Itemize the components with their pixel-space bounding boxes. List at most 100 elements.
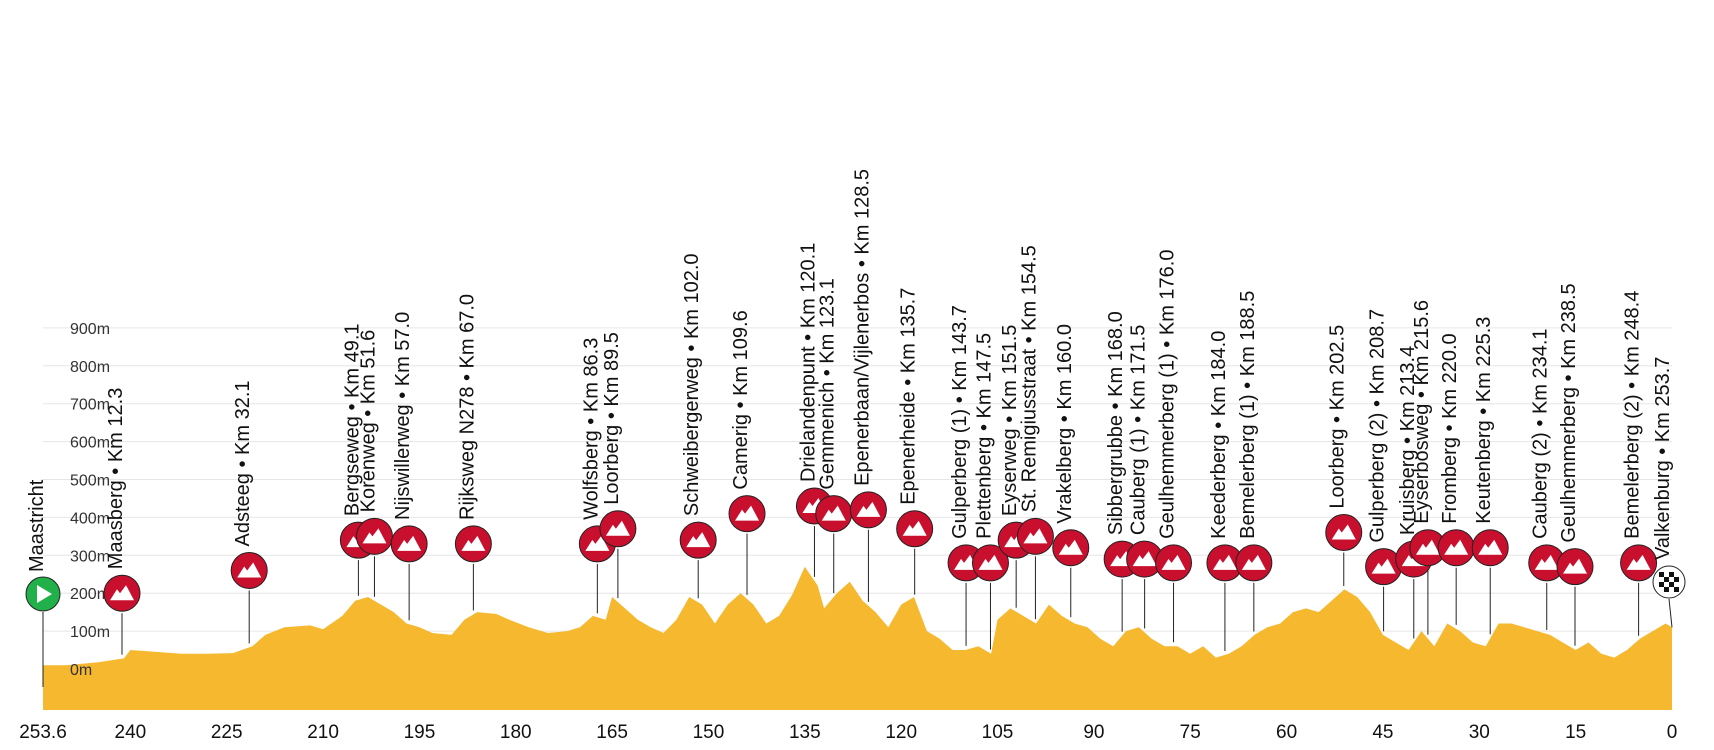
climb-label: Schweibergerweg • Km 102.0 bbox=[681, 253, 703, 516]
finish-marker: Valkenburg • Km 253.7 bbox=[1652, 357, 1686, 599]
climb-label: Loorberg • Km 89.5 bbox=[601, 332, 623, 505]
climb-marker: Maasberg • Km 12.3 bbox=[103, 388, 141, 612]
mountain-icon bbox=[1626, 554, 1651, 570]
y-axis-labels: 0m 100m 200m 300m 400m 500m 600m 700m 800m 900m bbox=[70, 321, 110, 679]
checker-square bbox=[1659, 572, 1664, 577]
checker-square bbox=[1669, 572, 1674, 577]
climb-label: Rijksweg N278 • Km 67.0 bbox=[456, 294, 478, 520]
climb-marker: Cauberg (2) • Km 234.1 bbox=[1528, 328, 1566, 582]
finish-label: Valkenburg • Km 253.7 bbox=[1652, 357, 1674, 560]
x-tick-label: 225 bbox=[211, 722, 243, 743]
climb-marker: Korenweg • Km 51.6 bbox=[355, 330, 393, 555]
checker-square bbox=[1659, 582, 1664, 587]
climb-label: St. Remigiusstraat • Km 154.5 bbox=[1018, 245, 1040, 512]
y-tick-label: 800m bbox=[70, 359, 110, 376]
y-tick-label: 600m bbox=[70, 435, 110, 452]
mountain-icon bbox=[461, 535, 486, 551]
mountain-icon bbox=[686, 532, 711, 548]
mountain-icon bbox=[856, 501, 881, 517]
y-tick-label: 0m bbox=[70, 662, 92, 679]
climb-label: Epenerbaan/Vijlenerbos • Km 128.5 bbox=[851, 169, 873, 486]
mountain-icon bbox=[735, 505, 760, 521]
climb-label: Nijswillerweg • Km 57.0 bbox=[392, 312, 414, 520]
climb-label: Bemelerberg (1) • Km 188.5 bbox=[1237, 291, 1259, 539]
y-tick-label: 900m bbox=[70, 321, 110, 338]
climb-markers: Maasberg • Km 12.3 Adsteeg • Km 32.1 Bergs… bbox=[25, 169, 1686, 612]
start-label: Maastricht bbox=[26, 479, 48, 572]
climb-marker: Geulhemmerberg (1) • Km 176.0 bbox=[1155, 250, 1193, 582]
climb-label: Drielandenpunt • Km 120.1 bbox=[797, 243, 819, 482]
climb-marker: Keederberg • Km 184.0 bbox=[1206, 331, 1244, 582]
climb-marker: Epenerheide • Km 135.7 bbox=[896, 288, 934, 548]
climb-label: Fromberg • Km 220.0 bbox=[1439, 333, 1461, 523]
x-tick-label: 105 bbox=[982, 722, 1014, 743]
mountain-icon bbox=[1161, 554, 1186, 570]
climb-label: Bemelerberg (2) • Km 248.4 bbox=[1622, 291, 1644, 539]
x-tick-label: 195 bbox=[404, 722, 436, 743]
mountain-icon bbox=[1534, 554, 1559, 570]
climb-label: Geulhemmerberg (1) • Km 176.0 bbox=[1157, 250, 1179, 539]
x-axis-labels: 253.6 240 225 210 195 180 165 150 135 120 105 90 75 6… bbox=[19, 722, 1677, 743]
mountain-icon bbox=[605, 520, 630, 536]
mountain-icon bbox=[397, 535, 422, 551]
climb-marker: Cauberg (1) • Km 171.5 bbox=[1126, 325, 1164, 578]
climb-marker: Gemmenich • Km 123.1 bbox=[815, 278, 853, 533]
mountain-icon bbox=[1415, 539, 1440, 555]
climb-marker: Fromberg • Km 220.0 bbox=[1437, 333, 1475, 567]
climb-label: Keutenberg • Km 225.3 bbox=[1473, 317, 1495, 524]
profile-area bbox=[43, 566, 1672, 710]
climb-label: Gemmenich • Km 123.1 bbox=[817, 278, 839, 490]
x-tick-label: 90 bbox=[1083, 722, 1104, 743]
climb-marker: Bemelerberg (2) • Km 248.4 bbox=[1620, 291, 1658, 582]
climb-marker: St. Remigiusstraat • Km 154.5 bbox=[1016, 245, 1054, 555]
climb-marker: Vrakelberg • Km 160.0 bbox=[1052, 324, 1090, 567]
y-tick-label: 400m bbox=[70, 510, 110, 527]
y-tick-label: 200m bbox=[70, 586, 110, 603]
checker-square bbox=[1674, 577, 1679, 582]
climb-marker: Plettenberg • Km 147.5 bbox=[971, 333, 1009, 582]
climb-marker: Geulhemmerberg • Km 238.5 bbox=[1556, 283, 1594, 586]
x-tick-label: 240 bbox=[115, 722, 147, 743]
mountain-icon bbox=[978, 554, 1003, 570]
mountain-icon bbox=[237, 562, 262, 578]
elevation-area bbox=[43, 566, 1672, 710]
mountain-icon bbox=[1023, 528, 1048, 544]
climb-label: Sibbergrubbe • Km 168.0 bbox=[1105, 311, 1127, 535]
x-tick-label: 135 bbox=[789, 722, 821, 743]
climb-label: Plettenberg • Km 147.5 bbox=[973, 333, 995, 539]
climb-marker: Eyserbosweg • Km 215.6 bbox=[1409, 300, 1447, 567]
x-tick-label: 210 bbox=[307, 722, 339, 743]
x-tick-label: 75 bbox=[1180, 722, 1201, 743]
climb-label: Cauberg (1) • Km 171.5 bbox=[1128, 325, 1150, 535]
start-marker: Maastricht bbox=[25, 479, 61, 612]
climb-marker: Nijswillerweg • Km 57.0 bbox=[390, 312, 428, 563]
climb-leader-lines bbox=[42, 526, 1673, 687]
climb-label: Camerig • Km 109.6 bbox=[730, 310, 752, 489]
mountain-icon bbox=[1241, 554, 1266, 570]
climb-label: Wolfsberg • Km 86.3 bbox=[580, 338, 602, 520]
x-tick-label: 30 bbox=[1469, 722, 1490, 743]
climb-label: Keederberg • Km 184.0 bbox=[1208, 331, 1230, 539]
climb-label: Korenweg • Km 51.6 bbox=[357, 330, 379, 513]
y-tick-label: 300m bbox=[70, 548, 110, 565]
climb-marker: Bemelerberg (1) • Km 188.5 bbox=[1235, 291, 1273, 582]
mountain-icon bbox=[902, 520, 927, 536]
mountain-icon bbox=[1331, 524, 1356, 540]
finish-leader bbox=[1668, 598, 1673, 628]
x-tick-label: 253.6 bbox=[19, 722, 67, 743]
mountain-icon bbox=[821, 505, 846, 521]
mountain-icon bbox=[1058, 539, 1083, 555]
climb-label: Bergseweg • Km 49.1 bbox=[341, 323, 363, 516]
climb-marker: Epenerbaan/Vijlenerbos • Km 128.5 bbox=[849, 169, 887, 529]
climb-label: Gulperberg (2) • Km 208.7 bbox=[1367, 309, 1389, 543]
climb-marker: Gulperberg (2) • Km 208.7 bbox=[1365, 309, 1403, 586]
climb-marker: Camerig • Km 109.6 bbox=[728, 310, 766, 533]
mountain-icon bbox=[1371, 558, 1396, 574]
x-tick-label: 0 bbox=[1667, 722, 1678, 743]
mountain-icon bbox=[110, 585, 135, 601]
x-tick-label: 180 bbox=[500, 722, 532, 743]
checker-square bbox=[1674, 587, 1679, 592]
mountain-icon bbox=[1444, 539, 1469, 555]
climb-marker: Schweibergerweg • Km 102.0 bbox=[679, 253, 717, 559]
